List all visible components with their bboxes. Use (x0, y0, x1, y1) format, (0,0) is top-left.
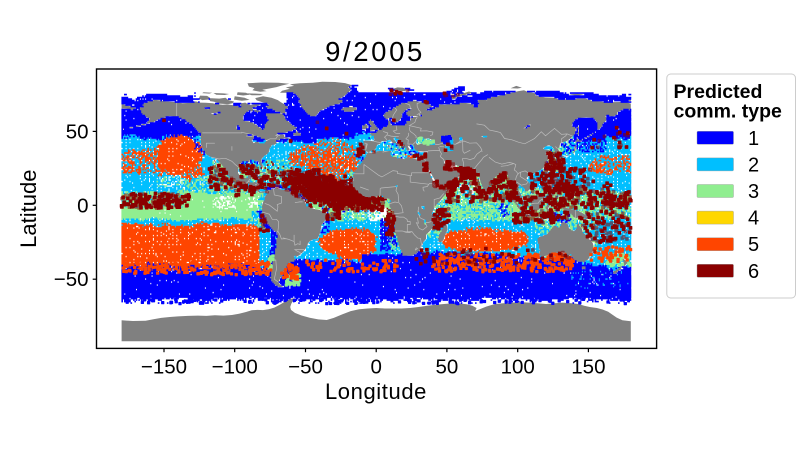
svg-text:−50: −50 (54, 268, 89, 291)
svg-text:Longitude: Longitude (325, 379, 427, 404)
svg-text:−50: −50 (288, 356, 323, 379)
svg-text:1: 1 (748, 128, 759, 150)
svg-text:50: 50 (66, 120, 89, 143)
svg-text:Predicted: Predicted (674, 81, 763, 103)
svg-text:150: 150 (571, 356, 605, 379)
svg-text:0: 0 (370, 356, 381, 379)
svg-text:2: 2 (748, 154, 759, 176)
svg-text:9/2005: 9/2005 (325, 36, 425, 67)
svg-text:Latitude: Latitude (16, 170, 41, 248)
svg-text:5: 5 (748, 234, 759, 256)
svg-text:4: 4 (748, 208, 759, 230)
svg-text:3: 3 (748, 181, 759, 203)
svg-text:6: 6 (748, 261, 759, 283)
svg-text:comm. type: comm. type (674, 101, 783, 123)
svg-text:0: 0 (77, 194, 88, 217)
svg-text:−150: −150 (141, 356, 187, 379)
svg-text:100: 100 (501, 356, 535, 379)
svg-text:−100: −100 (212, 356, 258, 379)
svg-text:50: 50 (435, 356, 458, 379)
